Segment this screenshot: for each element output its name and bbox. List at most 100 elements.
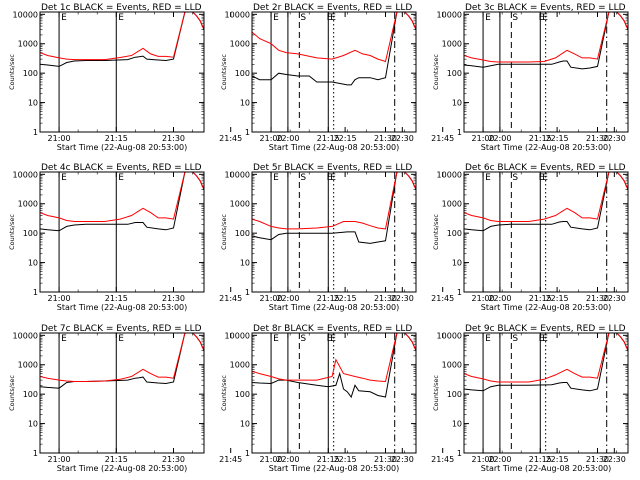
- x-tick-label: 22:30: [391, 455, 414, 464]
- x-tick-label: 21:00: [260, 134, 283, 143]
- plot-frame: [463, 332, 629, 454]
- events-series-line: [464, 172, 628, 232]
- event-marker-E: E: [542, 13, 548, 23]
- event-marker-E: E: [118, 13, 124, 23]
- x-tick-label: 21:45: [431, 294, 454, 303]
- x-tick-label: 22:15: [334, 455, 357, 464]
- y-tick-label: 1: [33, 288, 38, 297]
- plot-frame: [251, 332, 417, 454]
- x-axis-label: Start Time (22-Aug-08 20:53:00): [57, 143, 188, 152]
- event-marker-E: E: [330, 13, 336, 23]
- event-marker-E: E: [61, 173, 67, 183]
- y-tick-label: 10000: [437, 10, 462, 19]
- event-marker-E: E: [330, 334, 336, 344]
- x-tick-label: 22:30: [603, 455, 626, 464]
- x-tick-label: 22:30: [391, 134, 414, 143]
- series-group: [40, 333, 204, 389]
- y-axis-label: Counts/sec: [432, 54, 440, 90]
- x-tick-label: 21:15: [529, 294, 552, 303]
- y-tick-label: 10000: [13, 10, 38, 19]
- x-tick-label: 21:30: [374, 294, 397, 303]
- x-tick-label: 22:30: [391, 294, 414, 303]
- x-tick-label: 21:00: [48, 294, 71, 303]
- y-tick-label: 10000: [225, 170, 250, 179]
- y-tick-label: 100: [235, 390, 250, 399]
- y-tick-label: 1000: [230, 40, 250, 49]
- event-marker-E: E: [539, 13, 545, 23]
- x-axis-label: Start Time (22-Aug-08 20:53:00): [57, 303, 188, 312]
- event-marker-S: S: [300, 13, 306, 23]
- x-tick-label: 22:15: [546, 455, 569, 464]
- series-group: [252, 172, 416, 244]
- x-tick-label: 22:00: [488, 294, 511, 303]
- y-tick-label: 1: [33, 449, 38, 458]
- x-tick-label: 21:00: [260, 294, 283, 303]
- event-marker-S: S: [512, 334, 518, 344]
- panel-title: Det 7c BLACK = Events, RED = LLD: [41, 324, 202, 334]
- events-series-line: [40, 333, 204, 389]
- x-tick-label: 22:30: [603, 294, 626, 303]
- x-tick-label: 21:30: [162, 134, 185, 143]
- y-tick-label: 100: [23, 229, 38, 238]
- event-marker-E: E: [330, 173, 336, 183]
- y-tick-label: 10: [240, 420, 250, 429]
- x-axis-label: Start Time (22-Aug-08 20:53:00): [481, 303, 612, 312]
- y-tick-label: 1000: [230, 361, 250, 370]
- x-tick-label: 21:45: [431, 455, 454, 464]
- panel-title: Det 1c BLACK = Events, RED = LLD: [41, 3, 202, 13]
- y-tick-label: 10000: [225, 331, 250, 340]
- lld-series-line: [40, 12, 204, 61]
- y-tick-label: 100: [235, 229, 250, 238]
- y-tick-label: 10: [452, 420, 462, 429]
- detector-panel-2: 1 10 100 1000 10000 21:00 21:15 21:30 21:45 22:00…: [220, 3, 626, 152]
- x-tick-label: 21:30: [586, 455, 609, 464]
- events-series-line: [40, 12, 204, 67]
- panel-title: Det 5r BLACK = Events, RED = LLD: [253, 163, 412, 173]
- y-axis-label: Counts/sec: [8, 54, 16, 90]
- y-axis-label: Counts/sec: [220, 214, 228, 250]
- events-series-line: [252, 172, 416, 244]
- event-marker-S: S: [512, 173, 518, 183]
- y-axis-label: Counts/sec: [220, 375, 228, 411]
- y-tick-label: 100: [23, 69, 38, 78]
- x-tick-label: 21:30: [374, 455, 397, 464]
- x-tick-label: 21:15: [529, 455, 552, 464]
- x-tick-label: 21:15: [105, 455, 128, 464]
- series-group: [464, 12, 628, 70]
- x-tick-label: 21:30: [586, 134, 609, 143]
- y-tick-label: 10: [28, 259, 38, 268]
- x-tick-label: 22:30: [603, 134, 626, 143]
- x-tick-label: 21:00: [48, 455, 71, 464]
- event-marker-E: E: [273, 13, 279, 23]
- events-series-line: [40, 172, 204, 232]
- x-tick-label: 21:15: [529, 134, 552, 143]
- y-axis-label: Counts/sec: [432, 375, 440, 411]
- detector-panel-6: 1 10 100 1000 10000 21:00 21:15 21:30 21:45 22:00…: [432, 163, 629, 312]
- lld-series-line: [464, 333, 628, 383]
- events-series-line: [252, 12, 416, 86]
- detector-panel-7: 1 10 100 1000 10000 21:00 21:15 21:30 21:45 22:00…: [8, 324, 414, 473]
- y-tick-label: 10000: [225, 10, 250, 19]
- y-tick-label: 100: [235, 69, 250, 78]
- y-axis-label: Counts/sec: [8, 214, 16, 250]
- y-tick-label: 10: [240, 259, 250, 268]
- y-tick-label: 1000: [230, 200, 250, 209]
- y-tick-label: 1: [457, 128, 462, 137]
- detector-panel-1: 1 10 100 1000 10000 21:00 21:15 21:30 21:45 22:00…: [8, 3, 414, 152]
- panel-title: Det 4c BLACK = Events, RED = LLD: [41, 163, 202, 173]
- panel-title: Det 3c BLACK = Events, RED = LLD: [465, 3, 626, 13]
- y-tick-label: 100: [447, 390, 462, 399]
- y-tick-label: 1000: [442, 40, 462, 49]
- y-tick-label: 10: [452, 259, 462, 268]
- lld-series-line: [464, 12, 628, 63]
- panel-title: Det 9c BLACK = Events, RED = LLD: [465, 324, 626, 334]
- panel-title: Det 2r BLACK = Events, RED = LLD: [253, 3, 412, 13]
- series-group: [464, 333, 628, 392]
- series-group: [252, 12, 416, 86]
- plot-frame: [463, 11, 629, 133]
- x-axis-label: Start Time (22-Aug-08 20:53:00): [269, 303, 400, 312]
- y-tick-label: 1: [457, 288, 462, 297]
- x-tick-label: 21:15: [105, 294, 128, 303]
- event-marker-E: E: [118, 173, 124, 183]
- x-axis-label: Start Time (22-Aug-08 20:53:00): [481, 464, 612, 473]
